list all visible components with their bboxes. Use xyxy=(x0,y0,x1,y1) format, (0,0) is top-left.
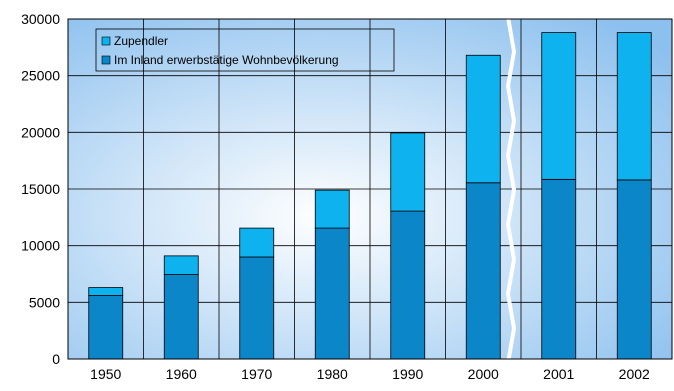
x-tick-label: 1960 xyxy=(166,366,197,382)
bar-segment-1990-s0 xyxy=(390,210,426,360)
y-tick-label: 25000 xyxy=(21,68,60,84)
y-tick-label: 15000 xyxy=(21,181,60,197)
x-tick-label: 2001 xyxy=(543,366,574,382)
x-axis-tick-labels: 1950 1960 1970 1980 1990 2000 2001 2002 xyxy=(90,366,650,382)
bar-segment-2000-s1 xyxy=(465,54,501,184)
legend-swatch-zupendler xyxy=(101,36,111,46)
x-tick-label: 2000 xyxy=(468,366,499,382)
x-tick-label: 1990 xyxy=(392,366,423,382)
legend: Zupendler Im Inland erwerbstätige Wohnbe… xyxy=(95,28,395,72)
bar-segment-1960-s0 xyxy=(163,274,199,360)
legend-swatch-wohnbevoelkerung xyxy=(101,55,111,65)
grid-lines xyxy=(68,18,672,360)
y-tick-label: 0 xyxy=(52,351,60,367)
axis-break-line xyxy=(506,16,516,364)
bar-segment-2001-s0 xyxy=(541,178,577,360)
bar-segment-2000-s0 xyxy=(465,182,501,360)
bar-segment-2002-s0 xyxy=(616,179,652,360)
legend-box xyxy=(95,28,395,72)
legend-label-wohnbevoelkerung: Im Inland erwerbstätige Wohnbevölkerung xyxy=(114,53,339,67)
legend-label-zupendler: Zupendler xyxy=(114,34,168,48)
bar-segment-1960-s1 xyxy=(163,255,199,275)
x-tick-label: 1970 xyxy=(241,366,272,382)
bar-segment-1950-s1 xyxy=(88,287,124,296)
bar-segment-1950-s0 xyxy=(88,295,124,360)
bar-segment-1980-s1 xyxy=(314,189,350,229)
y-tick-label: 30000 xyxy=(21,11,60,27)
y-tick-label: 20000 xyxy=(21,124,60,140)
x-tick-label: 1950 xyxy=(90,366,121,382)
bar-segment-1980-s0 xyxy=(314,227,350,360)
bars xyxy=(88,32,652,360)
bar-segment-2002-s1 xyxy=(616,32,652,181)
axis-break xyxy=(506,16,516,364)
bar-segment-1970-s1 xyxy=(239,227,275,258)
y-tick-label: 10000 xyxy=(21,238,60,254)
x-tick-label: 1980 xyxy=(317,366,348,382)
y-tick-label: 5000 xyxy=(29,294,60,310)
bar-segment-2001-s1 xyxy=(541,32,577,180)
y-axis-tick-labels: 0 5000 10000 15000 20000 25000 30000 xyxy=(21,11,60,367)
bar-segment-1990-s1 xyxy=(390,132,426,212)
plot-frame xyxy=(67,18,673,360)
bar-segment-1970-s0 xyxy=(239,256,275,360)
x-tick-label: 2002 xyxy=(619,366,650,382)
